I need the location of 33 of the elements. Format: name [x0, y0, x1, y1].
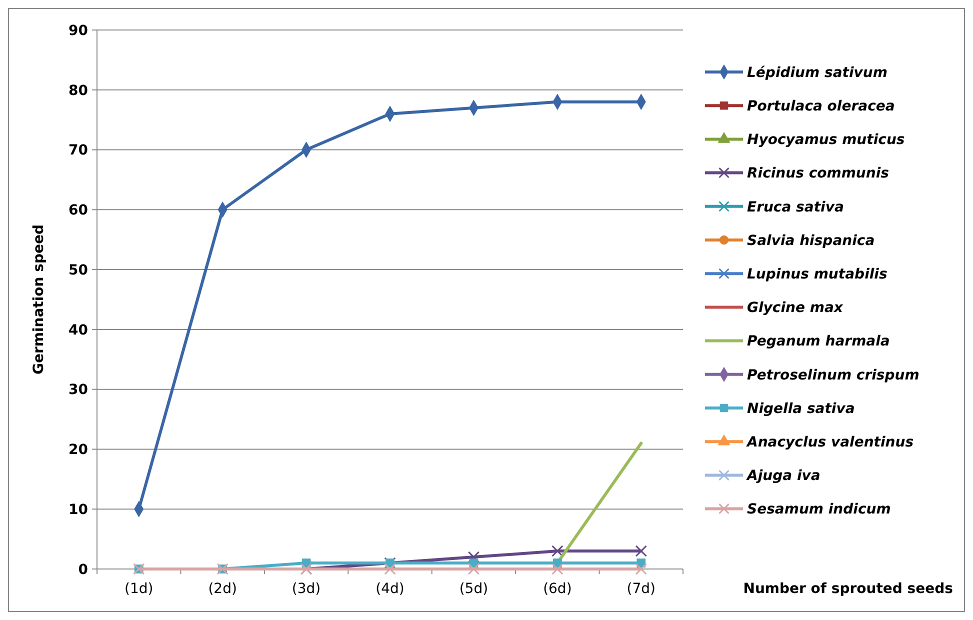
legend-label: Petroselinum crispum [747, 367, 920, 384]
legend-label: Ajuga iva [746, 468, 820, 484]
legend-label: Lépidium sativum [747, 64, 888, 81]
x-axis-title: Number of sprouted seeds [743, 581, 953, 597]
y-tick-label: 0 [78, 562, 88, 578]
legend-label: Salvia hispanica [747, 232, 875, 249]
legend-label: Nigella sativa [747, 400, 855, 417]
legend-label: Sesamum indicum [747, 502, 891, 518]
legend-label: Peganum harmala [747, 334, 890, 350]
x-tick-label: (1d) [124, 581, 154, 597]
x-tick-label: (6d) [543, 581, 572, 597]
legend-label: Lupinus mutabilis [747, 266, 888, 282]
x-tick-label: (3d) [292, 581, 321, 597]
x-tick-label: (4d) [376, 581, 404, 597]
y-tick-label: 60 [68, 202, 88, 219]
y-tick-label: 90 [68, 22, 88, 39]
y-tick-label: 40 [68, 322, 88, 338]
x-tick-label: (5d) [459, 581, 488, 597]
y-tick-label: 20 [68, 442, 88, 458]
y-tick-label: 50 [68, 262, 88, 278]
legend-label: Anacyclus valentinus [746, 434, 914, 450]
x-tick-label: (2d) [208, 581, 237, 597]
legend-label: Ricinus communis [747, 166, 889, 182]
y-tick-label: 70 [68, 142, 88, 159]
x-tick-label: (7d) [626, 581, 656, 597]
legend-label: Hyocyamus muticus [747, 132, 905, 148]
y-tick-label: 80 [68, 82, 88, 99]
y-axis-title: Germination speed [31, 224, 47, 375]
legend-label: Glycine max [747, 300, 844, 316]
y-tick-label: 30 [68, 382, 88, 398]
legend-label: Portulaca oleracea [747, 98, 895, 114]
legend-label: Eruca sativa [747, 199, 844, 216]
y-tick-label: 10 [68, 502, 88, 518]
